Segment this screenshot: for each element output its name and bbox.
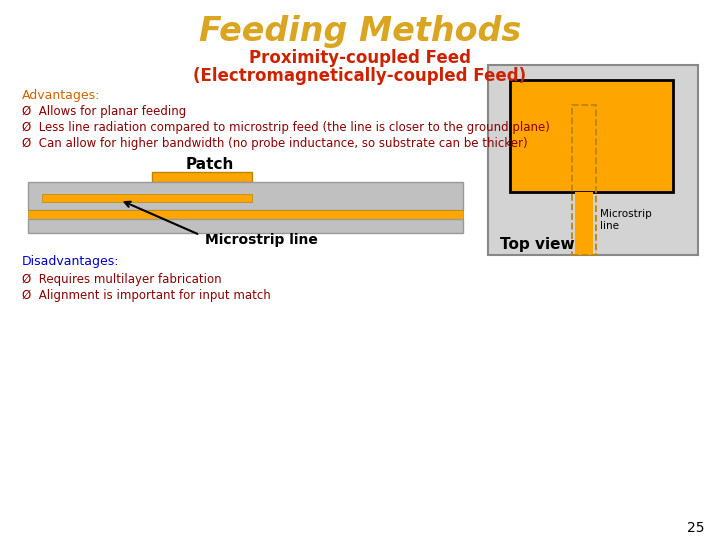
- Text: Ø  Allows for planar feeding: Ø Allows for planar feeding: [22, 105, 186, 118]
- Text: Patch: Patch: [186, 157, 234, 172]
- Text: (Electromagnetically-coupled Feed): (Electromagnetically-coupled Feed): [194, 67, 526, 85]
- Text: Ø  Alignment is important for input match: Ø Alignment is important for input match: [22, 289, 271, 302]
- Text: Top view: Top view: [500, 237, 575, 252]
- Text: 25: 25: [688, 521, 705, 535]
- Bar: [42, 194, 252, 202]
- Bar: [28, 219, 463, 233]
- Text: Microstrip line: Microstrip line: [205, 233, 318, 247]
- Bar: [572, 105, 596, 255]
- Bar: [28, 182, 463, 210]
- Text: Ø  Less line radiation compared to microstrip feed (the line is closer to the gr: Ø Less line radiation compared to micros…: [22, 122, 550, 134]
- Bar: [152, 172, 252, 182]
- Bar: [510, 80, 673, 192]
- Text: Feeding Methods: Feeding Methods: [199, 16, 521, 49]
- Text: Proximity-coupled Feed: Proximity-coupled Feed: [249, 49, 471, 67]
- Text: Disadvantages:: Disadvantages:: [22, 255, 120, 268]
- Bar: [575, 192, 593, 255]
- Text: Microstrip
line: Microstrip line: [600, 209, 652, 231]
- Text: Advantages:: Advantages:: [22, 90, 100, 103]
- Text: Ø  Can allow for higher bandwidth (no probe inductance, so substrate can be thic: Ø Can allow for higher bandwidth (no pro…: [22, 138, 528, 151]
- Bar: [28, 210, 463, 219]
- Text: Ø  Requires multilayer fabrication: Ø Requires multilayer fabrication: [22, 273, 222, 286]
- Bar: [488, 65, 698, 255]
